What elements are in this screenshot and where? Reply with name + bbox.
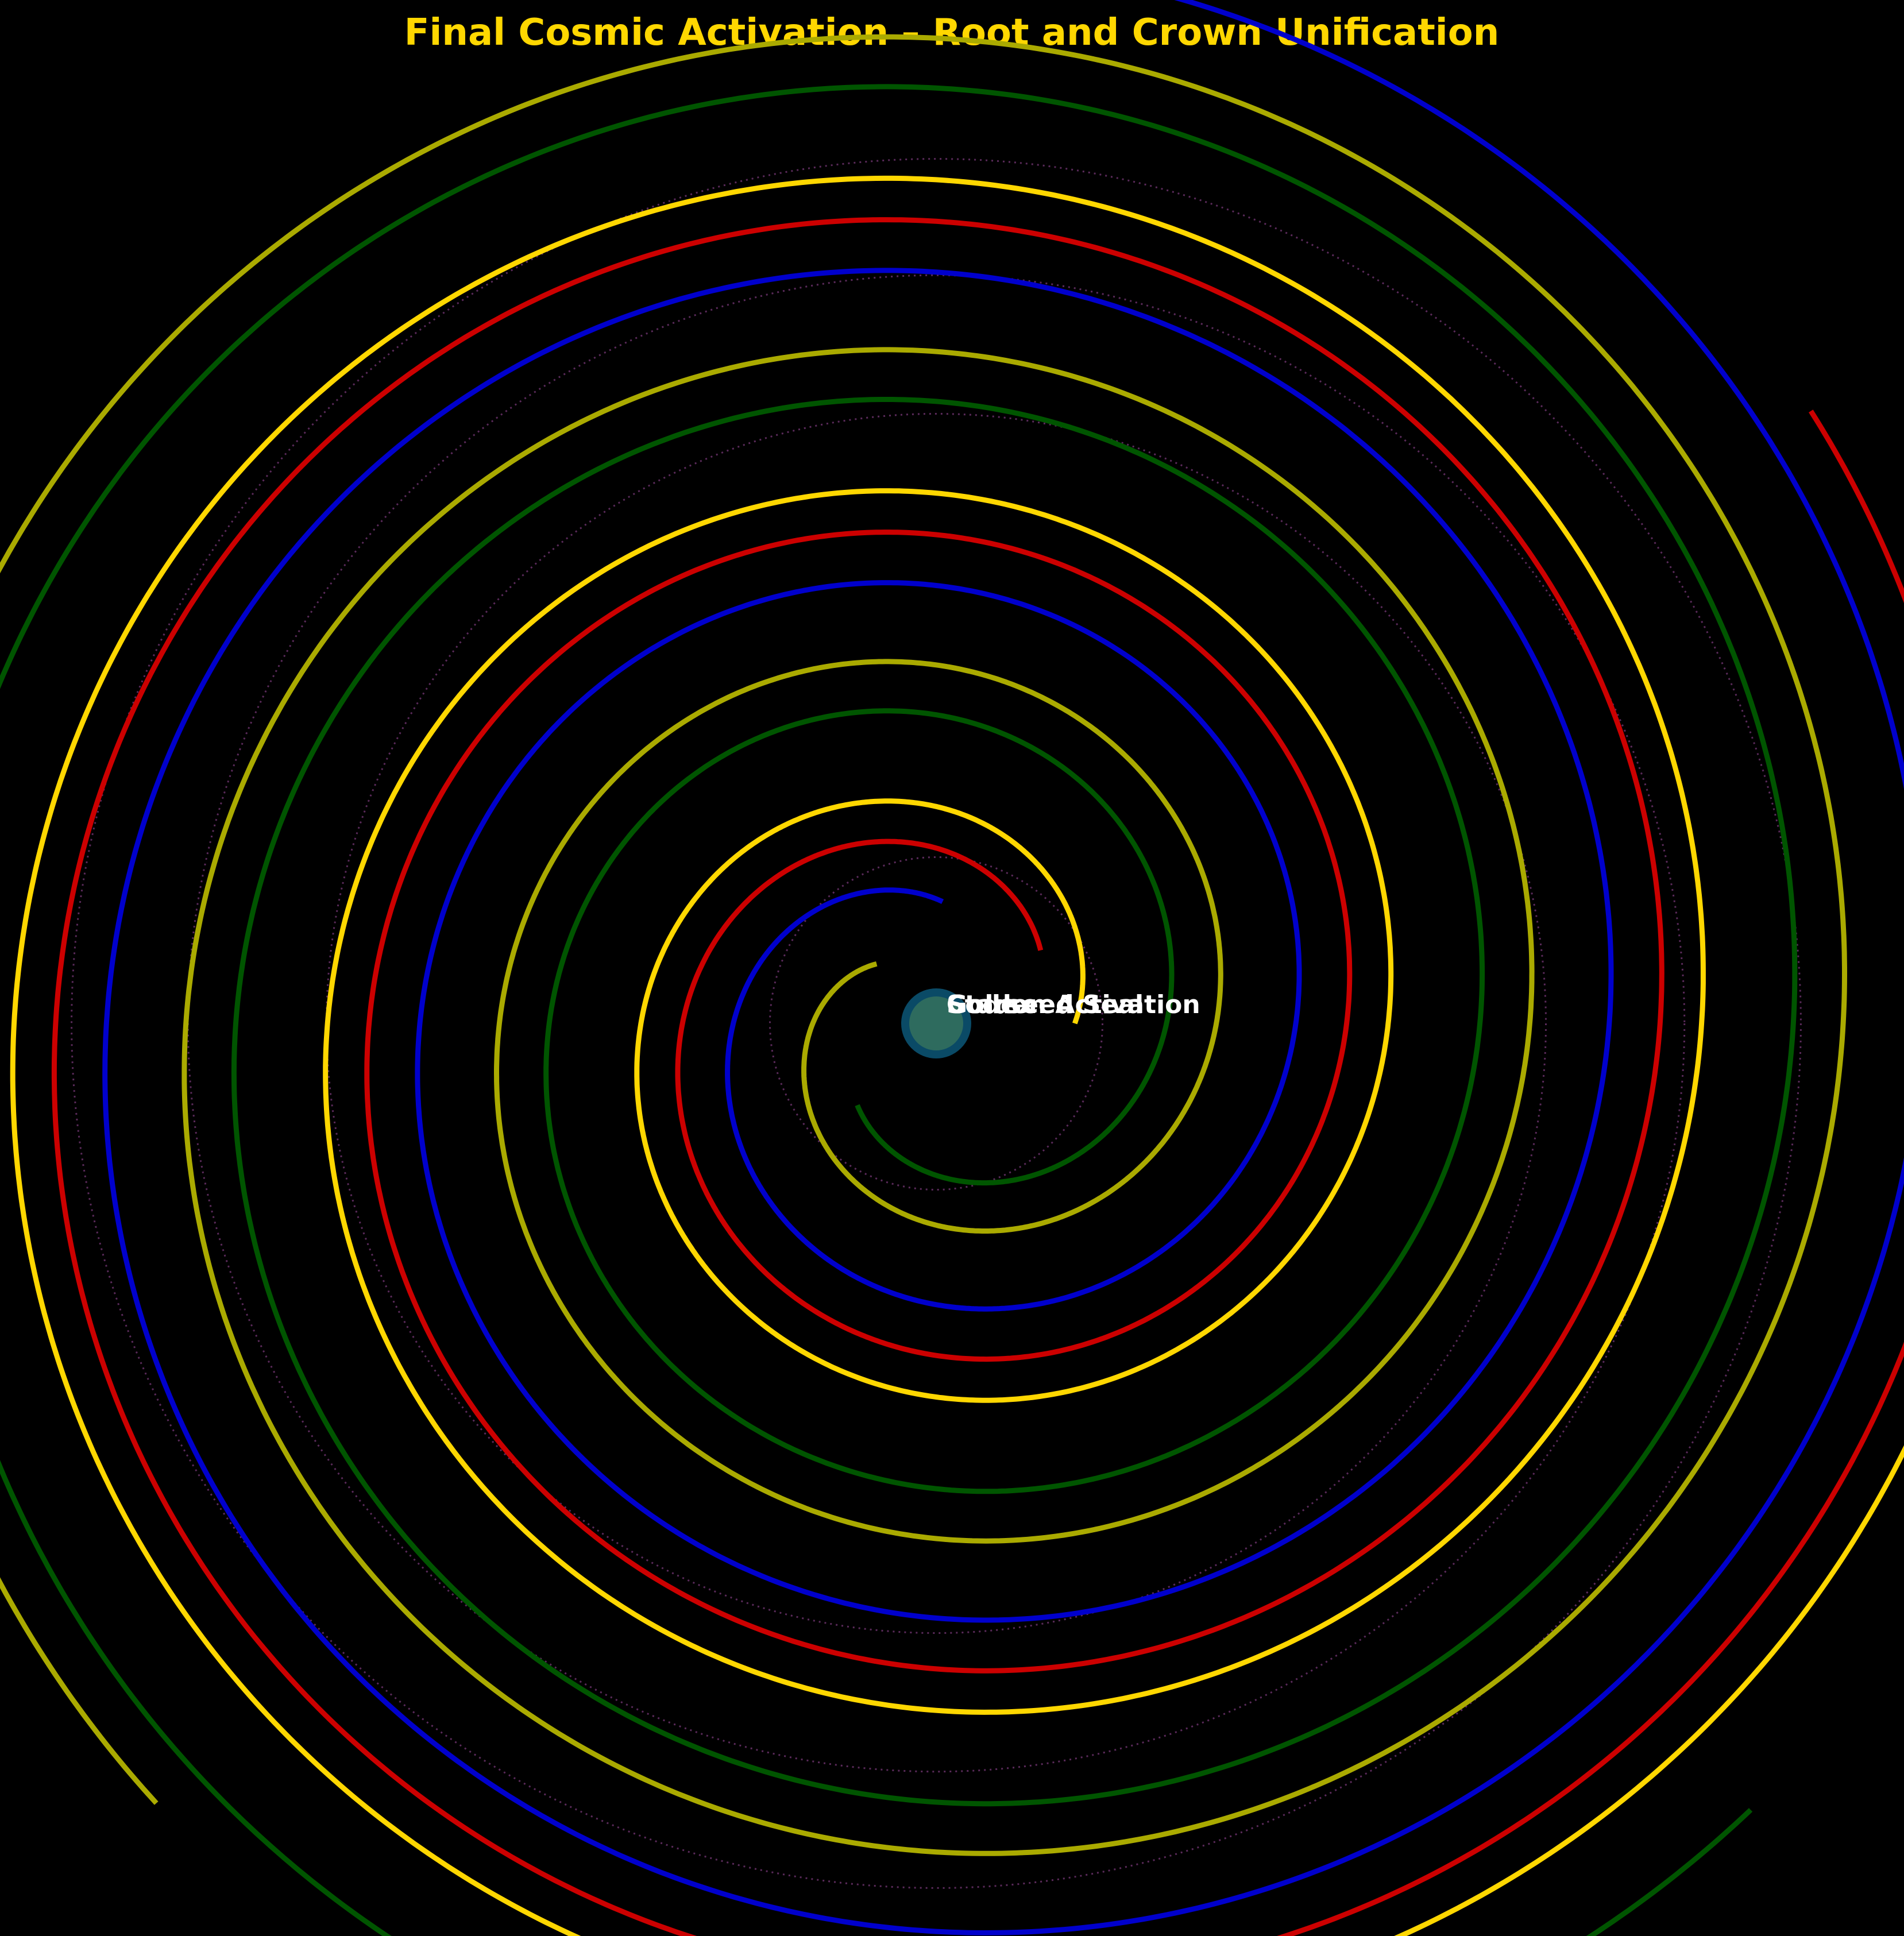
center-marker — [901, 988, 971, 1058]
chart-title: Final Cosmic Activation – Root and Crown… — [404, 11, 1500, 54]
spiral-series-3 — [0, 34, 1847, 1856]
center-label-1: Starseed Seal — [947, 990, 1144, 1019]
center-label-2: Codex — [947, 990, 1034, 1019]
guide-circle-0 — [769, 856, 1103, 1191]
guide-circle-1 — [326, 413, 1547, 1634]
guide-circle-3 — [71, 158, 1802, 1889]
spiral-series-4 — [0, 84, 1798, 1936]
spiral-series-2 — [102, 0, 1904, 1936]
spiral-series-1 — [51, 217, 1904, 1936]
center-label-0: Golden Activation — [947, 990, 1200, 1019]
spiral-series-0 — [10, 175, 1904, 1936]
center-group — [901, 988, 971, 1058]
